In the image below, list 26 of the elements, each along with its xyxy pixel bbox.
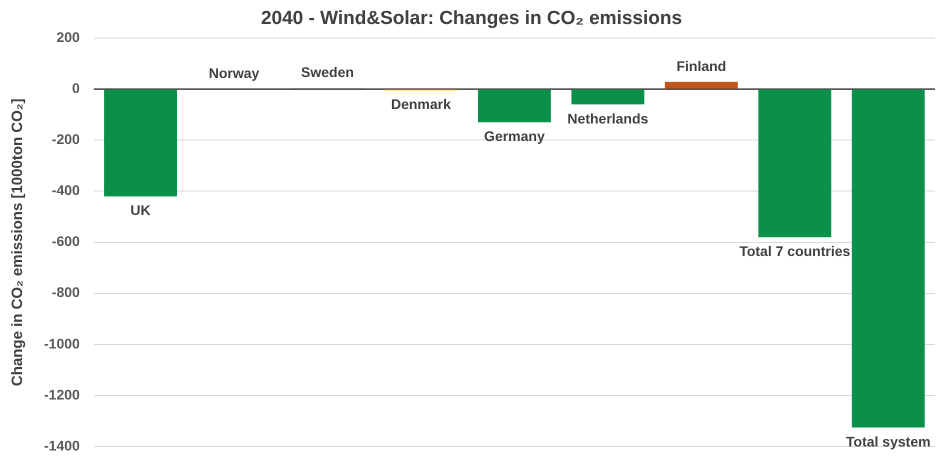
y-tick-label: -400 xyxy=(52,182,80,198)
y-tick-label: 200 xyxy=(56,28,80,45)
bar xyxy=(758,90,832,238)
y-axis-title: Change in CO₂ emissions [1000ton CO₂] xyxy=(9,98,26,386)
y-tick-label: 0 xyxy=(72,80,80,96)
x-tick-label: Norway xyxy=(208,64,260,81)
x-tick-label: Denmark xyxy=(390,96,452,112)
y-tick-label: -600 xyxy=(52,233,80,250)
bar xyxy=(104,90,177,196)
bar xyxy=(478,90,551,122)
x-tick-label: Sweden xyxy=(301,64,354,80)
bar xyxy=(571,90,644,104)
bar xyxy=(664,82,738,89)
y-tick-label: -200 xyxy=(52,131,80,148)
x-tick-label: Germany xyxy=(484,128,545,144)
x-tick-label: Total system xyxy=(846,433,931,450)
x-tick-label: Finland xyxy=(676,58,726,74)
y-tick-label: -800 xyxy=(52,284,80,300)
x-tick-label: UK xyxy=(130,202,151,218)
y-tick-label: -1400 xyxy=(44,437,80,454)
x-tick-label: Total 7 countries xyxy=(739,243,851,260)
chart-title: 2040 - Wind&Solar: Changes in CO₂ emissions xyxy=(260,8,682,29)
y-tick-label: -1000 xyxy=(44,335,80,352)
bar xyxy=(852,90,925,428)
y-tick-label: -1200 xyxy=(44,386,80,402)
x-tick-label: Netherlands xyxy=(567,110,649,126)
